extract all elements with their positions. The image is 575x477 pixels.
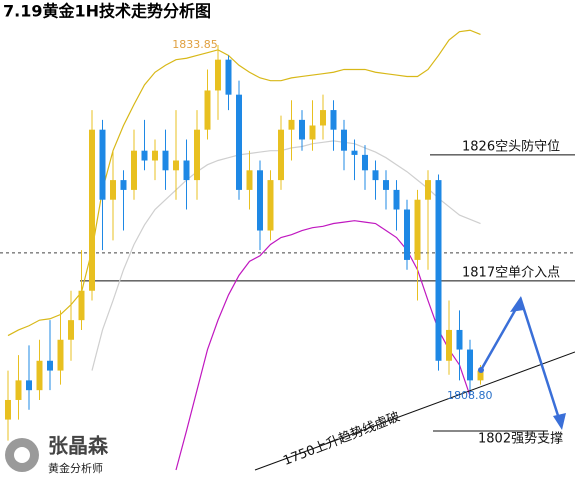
candle-body (393, 189, 400, 210)
plot (0, 29, 575, 471)
indicator-line (175, 220, 471, 471)
arrow-head (553, 413, 566, 430)
candle-body (267, 180, 274, 231)
candle-body (330, 110, 337, 130)
candle-body (320, 110, 326, 126)
candle-body (278, 129, 284, 181)
candle-body (162, 150, 169, 171)
candle-body (299, 119, 305, 140)
logo: 张晶森 黄金分析师 (5, 434, 109, 475)
candle-body (26, 380, 32, 391)
level-label: 1826空头防守位 (462, 138, 560, 154)
candle-body (194, 129, 200, 181)
candle-body (36, 360, 43, 391)
candle-body (215, 59, 221, 91)
candle-body (120, 180, 127, 190)
candle-body (68, 320, 74, 340)
candle-body (47, 360, 53, 371)
candle-body (15, 380, 22, 400)
candle-body (78, 290, 85, 321)
candle-body (351, 150, 358, 155)
indicator-line (7, 29, 481, 337)
candle-body (383, 180, 389, 190)
candle-body (246, 170, 253, 190)
candle-body (225, 59, 232, 95)
logo-icon-inner (14, 447, 30, 463)
candle-body (57, 339, 64, 371)
candle-body (477, 370, 484, 381)
candle-body (183, 160, 190, 181)
indicator-line (91, 140, 481, 371)
candle-body (456, 329, 463, 350)
logo-name: 张晶森 (48, 434, 109, 458)
level-label: 1817空单介入点 (462, 265, 560, 280)
candle-body (110, 180, 116, 200)
logo-subtitle: 黄金分析师 (48, 461, 103, 475)
candle-body (236, 94, 242, 190)
candle-body (362, 154, 368, 171)
candle-body (372, 170, 379, 181)
candle-body (5, 399, 11, 420)
candle-body (288, 119, 295, 130)
candle-body (446, 329, 452, 361)
candle-body (341, 129, 347, 151)
candle-body (204, 90, 211, 130)
arrow-head (510, 296, 524, 312)
candle-body (404, 209, 410, 260)
chart-title: 7.19黄金1H技术走势分析图 (3, 2, 211, 21)
arrow-start (478, 367, 484, 373)
candle-body (173, 160, 179, 171)
candle-body (425, 180, 431, 200)
candle-body (435, 180, 442, 361)
candle-body (467, 349, 473, 381)
candle-body (141, 150, 148, 161)
support-label: 1802强势支撑 (478, 431, 563, 447)
trendline (254, 351, 575, 471)
high-label: 1833.85 (172, 38, 218, 51)
low-label: 1808.80 (447, 389, 493, 402)
candle-body (99, 129, 106, 200)
candle-body (152, 150, 158, 161)
candle-body (131, 150, 137, 190)
candle-body (89, 129, 95, 291)
candle-body (309, 125, 316, 140)
title-bg (0, 0, 250, 22)
candle-body (257, 170, 263, 231)
candle-body (414, 199, 421, 260)
